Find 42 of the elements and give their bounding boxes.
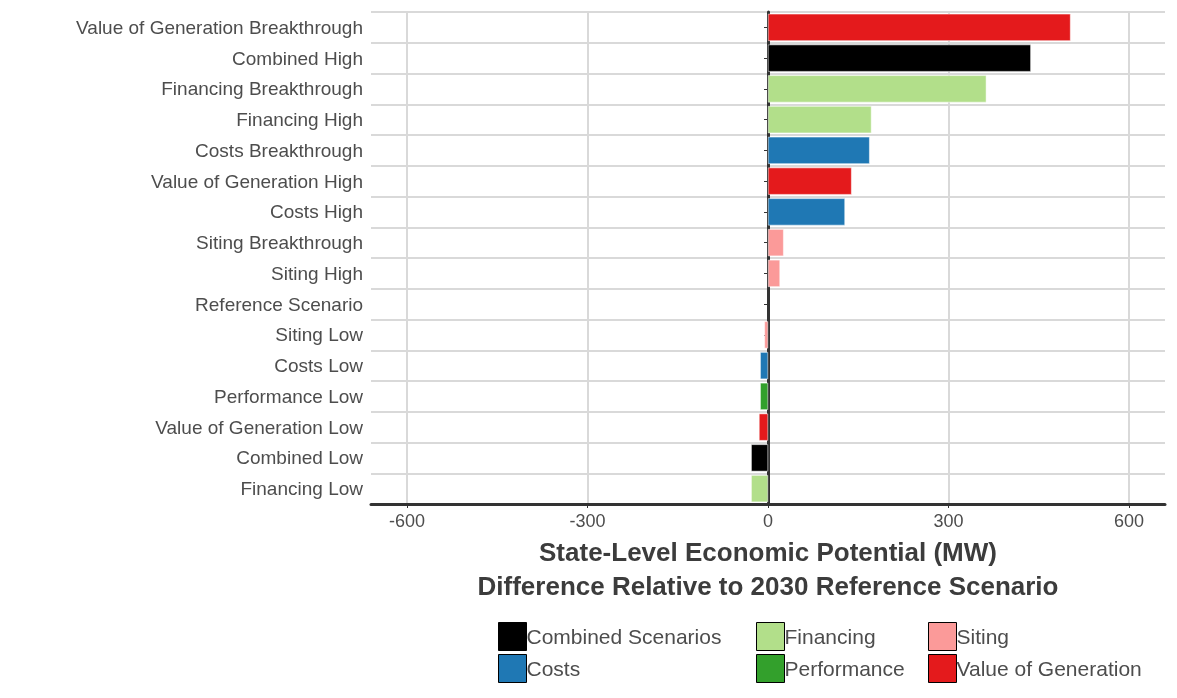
bar (768, 75, 987, 103)
legend-label: Financing (784, 625, 876, 648)
bar (751, 444, 768, 472)
bar (764, 321, 768, 349)
y-tick-label: Performance Low (214, 385, 364, 407)
y-tick-label: Financing Low (240, 478, 364, 500)
y-tick-label: Combined Low (236, 447, 364, 469)
bar (751, 475, 768, 503)
y-tick-label: Costs High (270, 201, 363, 223)
bar (760, 382, 768, 410)
bar (768, 229, 784, 257)
y-tick-label: Siting Breakthrough (196, 232, 363, 254)
x-tick-label: 600 (1113, 511, 1144, 531)
x-tick-label: 0 (762, 511, 774, 531)
y-tick-label: Combined High (232, 47, 363, 69)
bar (768, 259, 781, 287)
y-tick-label: Financing Breakthrough (161, 78, 363, 100)
bar (768, 167, 852, 195)
x-tick-label: -600 (389, 511, 426, 531)
bar (758, 413, 768, 441)
x-tick-label: -300 (569, 511, 606, 531)
x-axis-title: State-Level Economic Potential (MW) Difference Relative to 2030 Reference Scenario (477, 536, 1059, 601)
y-tick-label: Reference Scenario (195, 293, 363, 315)
y-tick-label: Value of Generation Low (155, 416, 364, 438)
y-tick-label: Costs Low (274, 355, 364, 377)
y-tick-label: Value of Generation High (151, 170, 363, 192)
y-tick-label: Costs Breakthrough (195, 139, 363, 161)
legend-label: Siting (956, 625, 1010, 648)
x-tick-label: 300 (933, 511, 964, 531)
bar (768, 198, 845, 226)
legend-label: Costs (526, 657, 581, 680)
bar (768, 106, 872, 134)
bar (768, 44, 1031, 72)
bar (768, 13, 1071, 41)
legend-label: Combined Scenarios (526, 625, 722, 648)
y-tick-label: Siting Low (275, 324, 364, 346)
y-tick-label: Financing High (236, 109, 363, 131)
y-tick-label: Value of Generation Breakthrough (76, 16, 363, 38)
bar (768, 136, 870, 164)
bar (760, 352, 768, 380)
legend-label: Performance (784, 657, 905, 680)
y-tick-label: Siting High (271, 262, 363, 284)
